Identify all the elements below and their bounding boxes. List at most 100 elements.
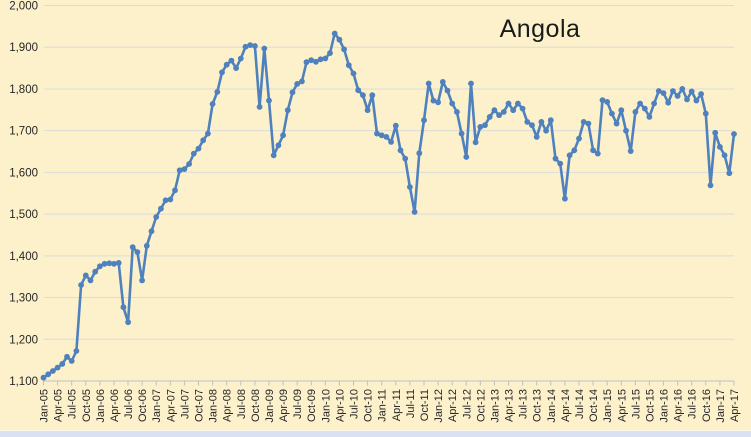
data-point <box>721 152 728 159</box>
data-point <box>477 124 484 130</box>
data-point <box>609 110 615 117</box>
x-axis-label: Jul-15 <box>630 389 642 419</box>
data-point <box>674 93 681 99</box>
data-point <box>106 260 113 267</box>
data-point <box>547 117 554 124</box>
data-point <box>313 58 319 65</box>
x-axis-label: Apr-08 <box>222 389 234 422</box>
data-point <box>228 57 235 64</box>
data-point <box>444 87 451 94</box>
x-axis-label: Oct-15 <box>644 389 656 422</box>
data-point <box>270 152 277 159</box>
data-point <box>566 152 573 159</box>
data-point <box>181 166 188 173</box>
x-axis-label: Oct-10 <box>363 389 375 422</box>
data-point <box>355 87 362 94</box>
x-axis-label: Jul-06 <box>123 389 135 419</box>
x-axis-label: Jul-12 <box>461 389 473 419</box>
data-point <box>717 144 723 150</box>
data-point <box>468 80 474 87</box>
data-point <box>167 196 174 203</box>
x-axis-label: Jul-14 <box>574 389 586 419</box>
data-point <box>576 135 582 142</box>
x-axis-label: Jul-07 <box>179 389 191 419</box>
data-point <box>552 155 559 162</box>
data-point <box>660 90 667 96</box>
data-point <box>78 282 84 288</box>
y-axis-label: 2,000 <box>9 1 38 13</box>
x-axis-label: Jan-16 <box>659 389 671 423</box>
data-point <box>641 105 648 112</box>
data-point <box>491 107 498 114</box>
data-point <box>712 129 719 136</box>
data-point <box>50 368 56 374</box>
y-axis-label: 1,700 <box>9 126 38 138</box>
x-axis-label: Oct-05 <box>81 389 93 422</box>
data-point <box>186 161 193 167</box>
data-point <box>125 319 131 326</box>
x-axis-label: Jan-08 <box>208 389 220 423</box>
data-point <box>176 167 183 174</box>
data-point <box>510 107 517 114</box>
data-point <box>280 132 286 139</box>
data-point <box>87 277 94 284</box>
data-point <box>407 184 413 190</box>
data-point <box>594 150 601 157</box>
data-point <box>275 142 282 149</box>
data-point <box>618 107 625 114</box>
x-axis-label: Oct-07 <box>194 389 206 422</box>
data-point <box>317 56 324 63</box>
x-axis-label: Jul-13 <box>518 389 530 419</box>
y-axis-label: 1,300 <box>9 293 38 305</box>
data-point <box>308 57 315 64</box>
data-point <box>397 147 404 154</box>
data-point <box>134 249 141 256</box>
data-point <box>439 79 446 85</box>
x-axis-label: Jul-08 <box>236 389 248 419</box>
data-point <box>73 348 80 354</box>
data-point <box>684 96 690 103</box>
data-point <box>256 104 263 110</box>
data-point <box>623 127 629 134</box>
data-point <box>665 99 672 106</box>
y-axis-label: 1,900 <box>9 42 38 54</box>
data-point <box>364 107 371 114</box>
x-axis-label: Apr-14 <box>560 389 572 422</box>
y-axis-label: 1,100 <box>9 376 38 388</box>
data-point <box>214 89 221 95</box>
data-point <box>670 88 676 94</box>
x-axis-label: Apr-06 <box>109 389 121 422</box>
data-point <box>139 277 146 284</box>
x-axis-label: Jan-12 <box>433 389 445 423</box>
x-axis-label: Jan-09 <box>264 389 276 423</box>
x-axis-label: Jan-11 <box>377 389 389 422</box>
data-point <box>496 112 502 119</box>
data-point <box>111 260 117 267</box>
data-point <box>237 55 244 62</box>
data-point <box>284 107 291 114</box>
x-axis-label: Oct-12 <box>475 389 487 422</box>
data-point <box>242 43 249 50</box>
x-axis-label: Jan-15 <box>602 389 614 423</box>
data-point <box>68 358 75 364</box>
data-point <box>153 214 160 220</box>
x-axis-label: Apr-07 <box>165 389 177 422</box>
data-point <box>289 89 296 96</box>
x-axis-label: Apr-05 <box>53 389 65 422</box>
data-point <box>454 109 460 115</box>
x-axis-label: Apr-17 <box>729 389 741 422</box>
data-point <box>486 114 493 120</box>
data-point <box>515 100 521 107</box>
data-point <box>688 88 695 95</box>
data-point <box>129 244 136 251</box>
data-point <box>562 195 568 202</box>
data-point <box>92 268 99 275</box>
data-point <box>458 130 465 137</box>
data-point <box>303 59 310 66</box>
data-point <box>425 80 432 87</box>
data-point <box>54 364 61 371</box>
data-point <box>143 242 150 249</box>
data-point <box>543 127 549 134</box>
